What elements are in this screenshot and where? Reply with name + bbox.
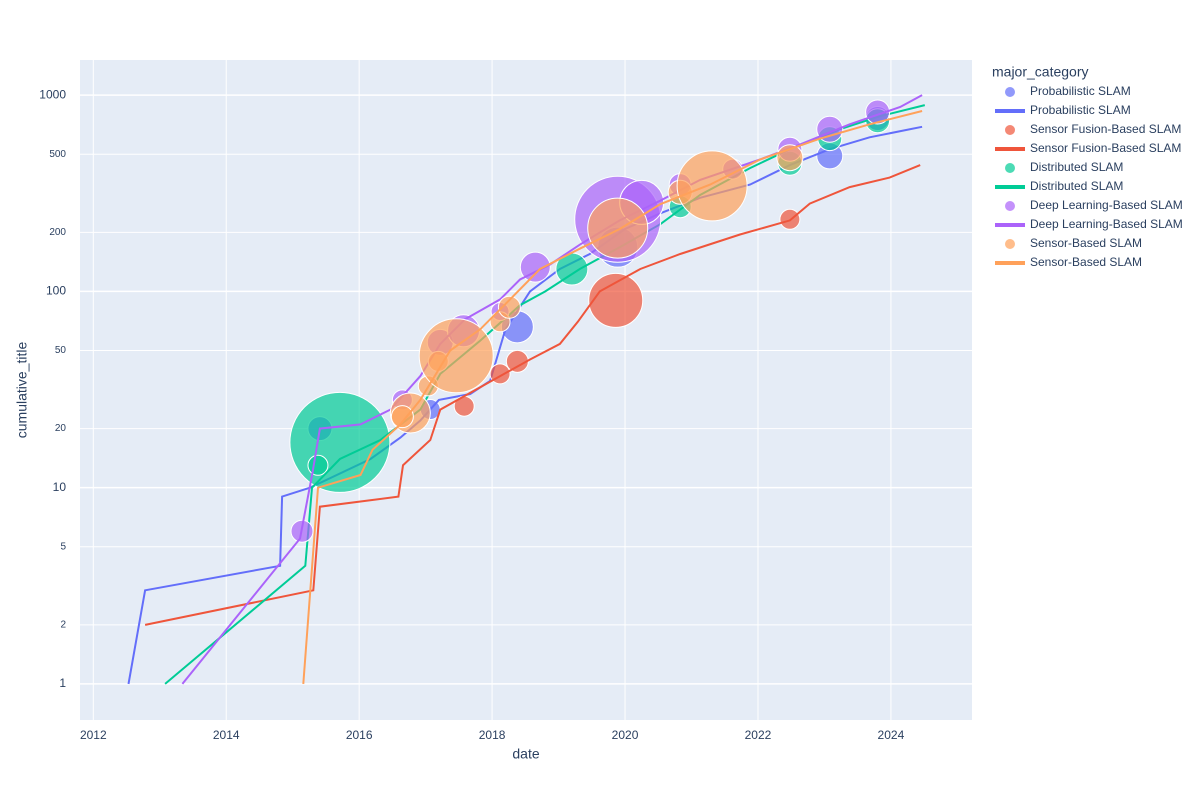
legend-item[interactable]: Sensor Fusion-Based SLAM — [1005, 122, 1181, 136]
x-tick-label: 2024 — [878, 728, 905, 742]
y-tick-label: 500 — [49, 149, 66, 160]
x-tick-label: 2018 — [479, 728, 506, 742]
legend-marker — [1005, 87, 1015, 97]
y-tick-label: 20 — [55, 423, 67, 434]
legend-marker — [1005, 125, 1015, 135]
legend-label: Probabilistic SLAM — [1030, 84, 1131, 98]
x-tick-label: 2020 — [612, 728, 639, 742]
legend-label: Deep Learning-Based SLAM — [1030, 217, 1183, 231]
x-tick-label: 2014 — [213, 728, 240, 742]
legend-label: Probabilistic SLAM — [1030, 103, 1131, 117]
plot-area — [80, 60, 972, 720]
bubble — [587, 197, 649, 259]
legend-label: Sensor Fusion-Based SLAM — [1030, 141, 1181, 155]
line — [144, 164, 921, 626]
legend-label: Distributed SLAM — [1030, 160, 1123, 174]
y-tick-label: 1 — [59, 676, 66, 690]
legend-item[interactable]: Deep Learning-Based SLAM — [1005, 198, 1183, 212]
y-tick-label: 5 — [60, 541, 66, 552]
bubble — [676, 150, 748, 222]
y-tick-label: 10 — [53, 480, 67, 494]
axes: 2012 2014 2016 2018 2020 2022 2024 1 2 5 10 20 50 100… — [39, 87, 904, 742]
legend-label: Distributed SLAM — [1030, 179, 1123, 193]
y-tick-label: 1000 — [39, 87, 66, 101]
line — [302, 110, 923, 684]
plot — [127, 94, 926, 685]
bubble — [307, 454, 329, 476]
grid — [80, 60, 972, 720]
bubble — [390, 405, 414, 429]
legend-item[interactable]: Deep Learning-Based SLAM — [995, 217, 1183, 231]
legend-item[interactable]: Probabilistic SLAM — [1005, 84, 1131, 98]
legend-item[interactable]: Probabilistic SLAM — [995, 103, 1131, 117]
legend-marker — [1005, 201, 1015, 211]
bubble — [865, 99, 891, 125]
x-tick-label: 2016 — [346, 728, 373, 742]
x-tick-label: 2012 — [80, 728, 107, 742]
legend-label: Sensor-Based SLAM — [1030, 236, 1142, 250]
legend-item[interactable]: Sensor-Based SLAM — [1005, 236, 1142, 250]
legend-label: Deep Learning-Based SLAM — [1030, 198, 1183, 212]
y-axis-title: cumulative_title — [14, 342, 30, 439]
legend-item[interactable]: Distributed SLAM — [1005, 160, 1123, 174]
legend-marker — [1005, 239, 1015, 249]
legend-item[interactable]: Sensor-Based SLAM — [995, 255, 1142, 269]
legend-marker — [1005, 163, 1015, 173]
y-tick-label: 100 — [46, 284, 66, 298]
x-tick-label: 2022 — [745, 728, 772, 742]
legend: Probabilistic SLAM Probabilistic SLAM Sens… — [995, 84, 1183, 269]
legend-item[interactable]: Sensor Fusion-Based SLAM — [995, 141, 1181, 155]
legend-item[interactable]: Distributed SLAM — [995, 179, 1123, 193]
bubble — [497, 295, 521, 319]
legend-label: Sensor Fusion-Based SLAM — [1030, 122, 1181, 136]
x-axis-title: date — [512, 746, 539, 762]
legend-title: major_category — [992, 64, 1089, 80]
bubble — [588, 272, 644, 328]
y-tick-label: 200 — [49, 227, 66, 238]
bubble — [418, 318, 494, 394]
y-tick-label: 2 — [60, 619, 66, 630]
legend-label: Sensor-Based SLAM — [1030, 255, 1142, 269]
y-tick-label: 50 — [55, 345, 67, 356]
